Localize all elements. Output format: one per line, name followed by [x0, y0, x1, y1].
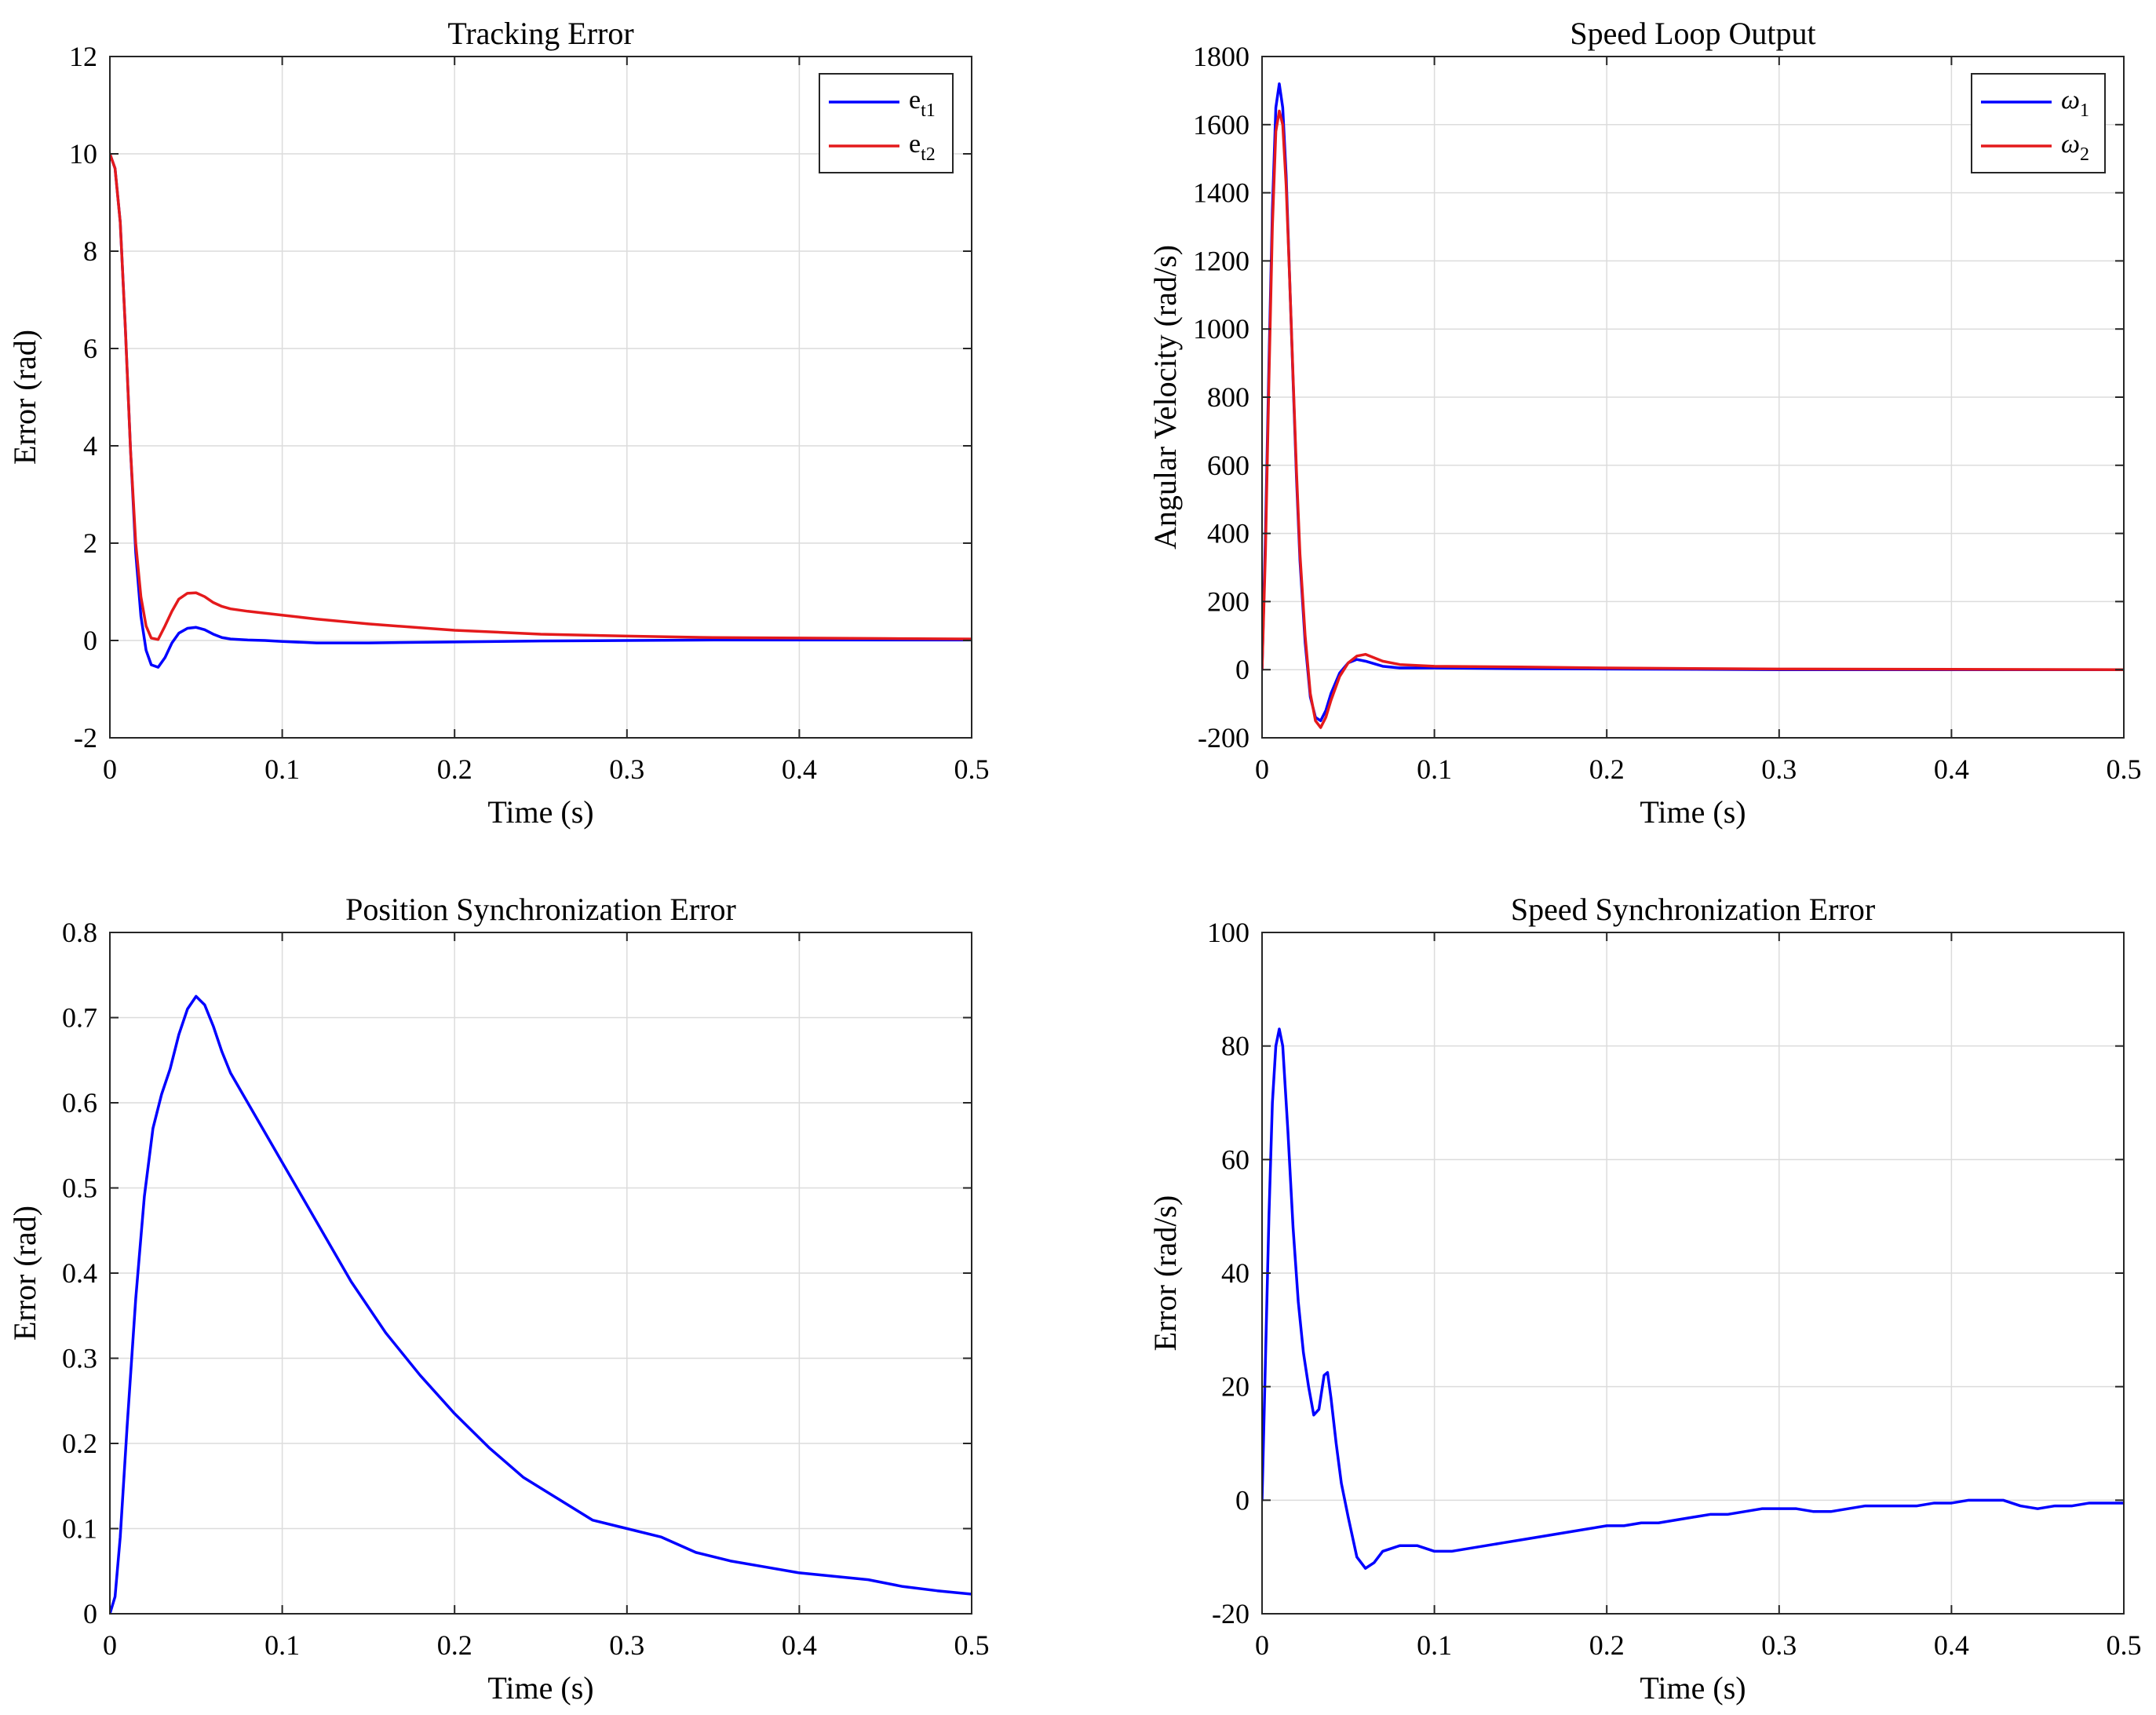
- y-tick-label: 0: [1235, 654, 1249, 685]
- legend-entry-main: ω: [2061, 130, 2080, 159]
- legend-entry-label: ω2: [2061, 130, 2089, 165]
- x-tick-label: 0.3: [609, 1629, 644, 1661]
- y-tick-label: -200: [1198, 722, 1249, 754]
- y-axis-label: Error (rad): [7, 1206, 42, 1341]
- x-tick-label: 0.2: [437, 1629, 472, 1661]
- y-tick-label: 0.4: [62, 1257, 97, 1289]
- y-tick-label: 60: [1221, 1144, 1249, 1175]
- x-tick-label: 0.2: [1589, 754, 1625, 785]
- x-tick-label: 0.2: [1589, 1629, 1625, 1661]
- y-tick-label: 80: [1221, 1031, 1249, 1062]
- x-tick-label: 0.4: [1934, 1629, 1969, 1661]
- y-tick-label: 6: [83, 333, 97, 364]
- x-tick-label: 0.2: [437, 754, 472, 785]
- y-tick-label: 1000: [1193, 313, 1249, 345]
- x-tick-label: 0: [103, 754, 117, 785]
- y-tick-label: 1800: [1193, 41, 1249, 72]
- y-tick-label: 12: [69, 41, 97, 72]
- chart-title: Speed Synchronization Error: [1511, 892, 1875, 927]
- y-tick-label: 400: [1207, 518, 1249, 549]
- x-tick-label: 0.1: [264, 1629, 300, 1661]
- x-axis-label: Time (s): [487, 1670, 593, 1706]
- y-tick-label: 0.5: [62, 1173, 97, 1204]
- legend-box: [819, 73, 954, 173]
- legend-entry-subscript: 2: [2080, 144, 2089, 165]
- y-tick-label: -20: [1212, 1598, 1249, 1629]
- x-tick-label: 0.5: [954, 754, 990, 785]
- y-tick-label: 1400: [1193, 177, 1249, 209]
- x-axis-label: Time (s): [1640, 1670, 1746, 1706]
- y-tick-label: 0.7: [62, 1002, 97, 1034]
- chart-title: Speed Loop Output: [1570, 16, 1815, 51]
- panel-position-synchronization-error: 0 0.1 0.2 0.3 0.4 0.5 0 0.1 0.2 0.3 0.4 0.5 0.6 0.7 0.…: [7, 892, 990, 1706]
- y-axis-label: Error (rad): [7, 330, 42, 465]
- legend-entry-label: ω1: [2061, 86, 2089, 121]
- y-tick-label: 1200: [1193, 245, 1249, 276]
- legend-entry-subscript: t1: [921, 100, 936, 121]
- x-axis-label: Time (s): [487, 794, 593, 830]
- y-tick-label: 0.1: [62, 1513, 97, 1545]
- chart-title: Position Synchronization Error: [345, 892, 736, 927]
- x-tick-label: 0.3: [609, 754, 644, 785]
- series-line-speed-sync-error: [1262, 1027, 2124, 1570]
- x-axis-label: Time (s): [1640, 794, 1746, 830]
- legend-entry-label: et2: [909, 130, 936, 165]
- x-tick-label: 0.3: [1761, 754, 1797, 785]
- series-line-1: [1262, 82, 2124, 723]
- y-axis-label: Error (rad/s): [1147, 1195, 1183, 1352]
- y-tick-label: -2: [74, 722, 97, 754]
- legend-entry-main: e: [909, 130, 921, 159]
- y-tick-label: 0.2: [62, 1428, 97, 1459]
- y-tick-label: 40: [1221, 1257, 1249, 1289]
- legend-box: [1971, 73, 2106, 173]
- y-tick-label: 0.6: [62, 1087, 97, 1118]
- x-tick-label: 0.1: [264, 754, 300, 785]
- x-tick-label: 0.5: [2107, 1629, 2142, 1661]
- y-tick-label: 2: [83, 527, 97, 559]
- legend-entry-main: ω: [2061, 86, 2080, 115]
- y-tick-label: 0.8: [62, 917, 97, 948]
- y-tick-label: 0.3: [62, 1343, 97, 1374]
- x-tick-label: 0: [103, 1629, 117, 1661]
- y-tick-label: 0: [83, 1598, 97, 1629]
- y-tick-label: 10: [69, 138, 97, 170]
- y-tick-label: 600: [1207, 450, 1249, 481]
- legend-entry-label: et1: [909, 86, 936, 121]
- x-tick-label: 0: [1255, 754, 1269, 785]
- y-tick-label: 100: [1207, 917, 1249, 948]
- legend-entry-subscript: 1: [2080, 100, 2089, 121]
- x-tick-label: 0.4: [1934, 754, 1969, 785]
- x-tick-label: 0: [1255, 1629, 1269, 1661]
- x-tick-label: 0.3: [1761, 1629, 1797, 1661]
- legend-entry-subscript: t2: [921, 144, 936, 165]
- series-line-position-sync-error: [110, 994, 972, 1614]
- y-tick-label: 8: [83, 235, 97, 267]
- x-tick-label: 0.5: [2107, 754, 2142, 785]
- x-tick-label: 0.4: [782, 1629, 817, 1661]
- chart-title: Tracking Error: [447, 16, 633, 51]
- x-tick-label: 0.1: [1417, 754, 1452, 785]
- x-tick-label: 0.5: [954, 1629, 990, 1661]
- y-tick-label: 1600: [1193, 109, 1249, 140]
- axes-frame: [109, 56, 972, 739]
- y-tick-label: 20: [1221, 1371, 1249, 1403]
- y-tick-label: 0: [83, 625, 97, 656]
- x-tick-label: 0.4: [782, 754, 817, 785]
- series-line-e-t2: [110, 152, 972, 641]
- y-tick-label: 0: [1235, 1484, 1249, 1516]
- panel-speed-loop-output: 0 0.1 0.2 0.3 0.4 0.5-20002004006008001000120…: [1147, 16, 2142, 830]
- y-axis-label: Angular Velocity (rad/s): [1147, 245, 1183, 549]
- legend-entry-main: e: [909, 86, 921, 115]
- series-line-2: [1262, 109, 2124, 729]
- y-tick-label: 800: [1207, 381, 1249, 413]
- y-tick-label: 200: [1207, 586, 1249, 617]
- x-tick-label: 0.1: [1417, 1629, 1452, 1661]
- y-tick-label: 4: [83, 430, 97, 462]
